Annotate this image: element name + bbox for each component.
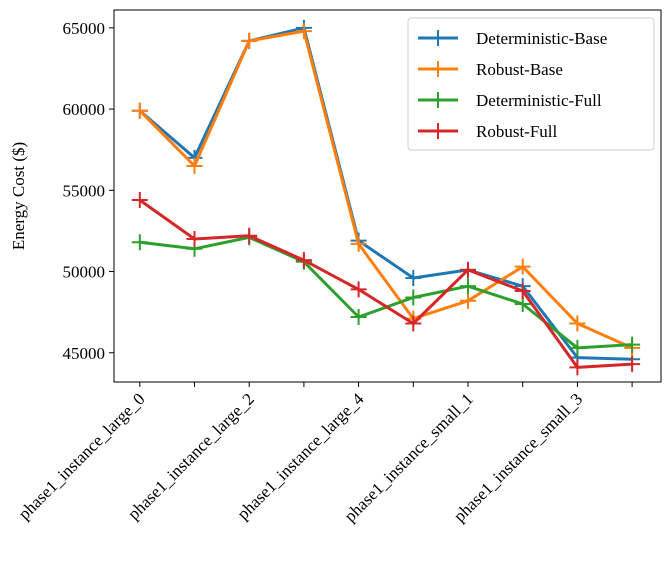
data-point bbox=[569, 315, 586, 332]
y-tick-label: 60000 bbox=[63, 100, 106, 119]
data-point bbox=[405, 270, 422, 287]
data-point bbox=[460, 292, 476, 309]
series-group bbox=[131, 229, 641, 356]
data-point bbox=[460, 278, 476, 295]
legend-label: Robust-Base bbox=[476, 60, 563, 79]
legend-marker bbox=[430, 61, 446, 77]
plot-frame bbox=[113, 9, 662, 383]
y-tick-label: 55000 bbox=[63, 181, 106, 200]
data-point bbox=[186, 231, 203, 248]
data-point bbox=[624, 356, 641, 373]
y-tick-label: 65000 bbox=[63, 19, 106, 38]
legend-label: Robust-Full bbox=[476, 122, 558, 141]
x-tick-label: phase1_instance_small_3 bbox=[450, 389, 586, 525]
legend-marker bbox=[430, 92, 446, 108]
legend-marker bbox=[430, 30, 446, 46]
data-point bbox=[405, 315, 422, 332]
y-axis-label: Energy Cost ($) bbox=[9, 142, 28, 250]
data-point bbox=[295, 23, 312, 40]
legend-marker bbox=[430, 123, 446, 139]
plot-marks bbox=[131, 19, 641, 376]
legend-label: Deterministic-Full bbox=[476, 91, 602, 110]
series-group bbox=[131, 192, 641, 376]
series-line bbox=[139, 235, 633, 350]
data-point bbox=[350, 281, 367, 298]
y-tick-label: 45000 bbox=[63, 344, 106, 363]
data-point bbox=[241, 227, 258, 244]
data-point bbox=[514, 283, 531, 300]
legend-label: Deterministic-Base bbox=[476, 29, 607, 48]
data-point bbox=[295, 252, 312, 269]
data-point bbox=[350, 235, 367, 252]
data-point bbox=[569, 339, 586, 356]
x-tick-label: phase1_instance_large_4 bbox=[233, 389, 367, 523]
data-point bbox=[131, 102, 148, 119]
data-point bbox=[460, 261, 476, 278]
y-axis: 45000 50000 55000 60000 65000 bbox=[63, 19, 114, 363]
series-line bbox=[138, 198, 633, 369]
series-line bbox=[138, 26, 633, 361]
data-point bbox=[350, 309, 367, 326]
legend: Deterministic-Base Robust-Base Determinist… bbox=[407, 17, 655, 151]
x-tick-label: phase1_instance_large_2 bbox=[124, 389, 258, 523]
data-point bbox=[241, 32, 258, 49]
x-tick-label: phase1_instance_large_0 bbox=[15, 389, 149, 523]
legend-box bbox=[407, 17, 655, 151]
data-point bbox=[131, 234, 148, 251]
series-group bbox=[131, 23, 641, 356]
data-point bbox=[131, 192, 148, 209]
data-point bbox=[186, 157, 203, 174]
data-point bbox=[405, 289, 422, 306]
y-tick-label: 50000 bbox=[63, 263, 106, 282]
data-point bbox=[514, 258, 531, 275]
data-point bbox=[569, 359, 586, 376]
series-line bbox=[138, 29, 633, 350]
x-axis: phase1_instance_large_0phase1_instance_l… bbox=[15, 382, 633, 526]
data-point bbox=[624, 336, 641, 353]
